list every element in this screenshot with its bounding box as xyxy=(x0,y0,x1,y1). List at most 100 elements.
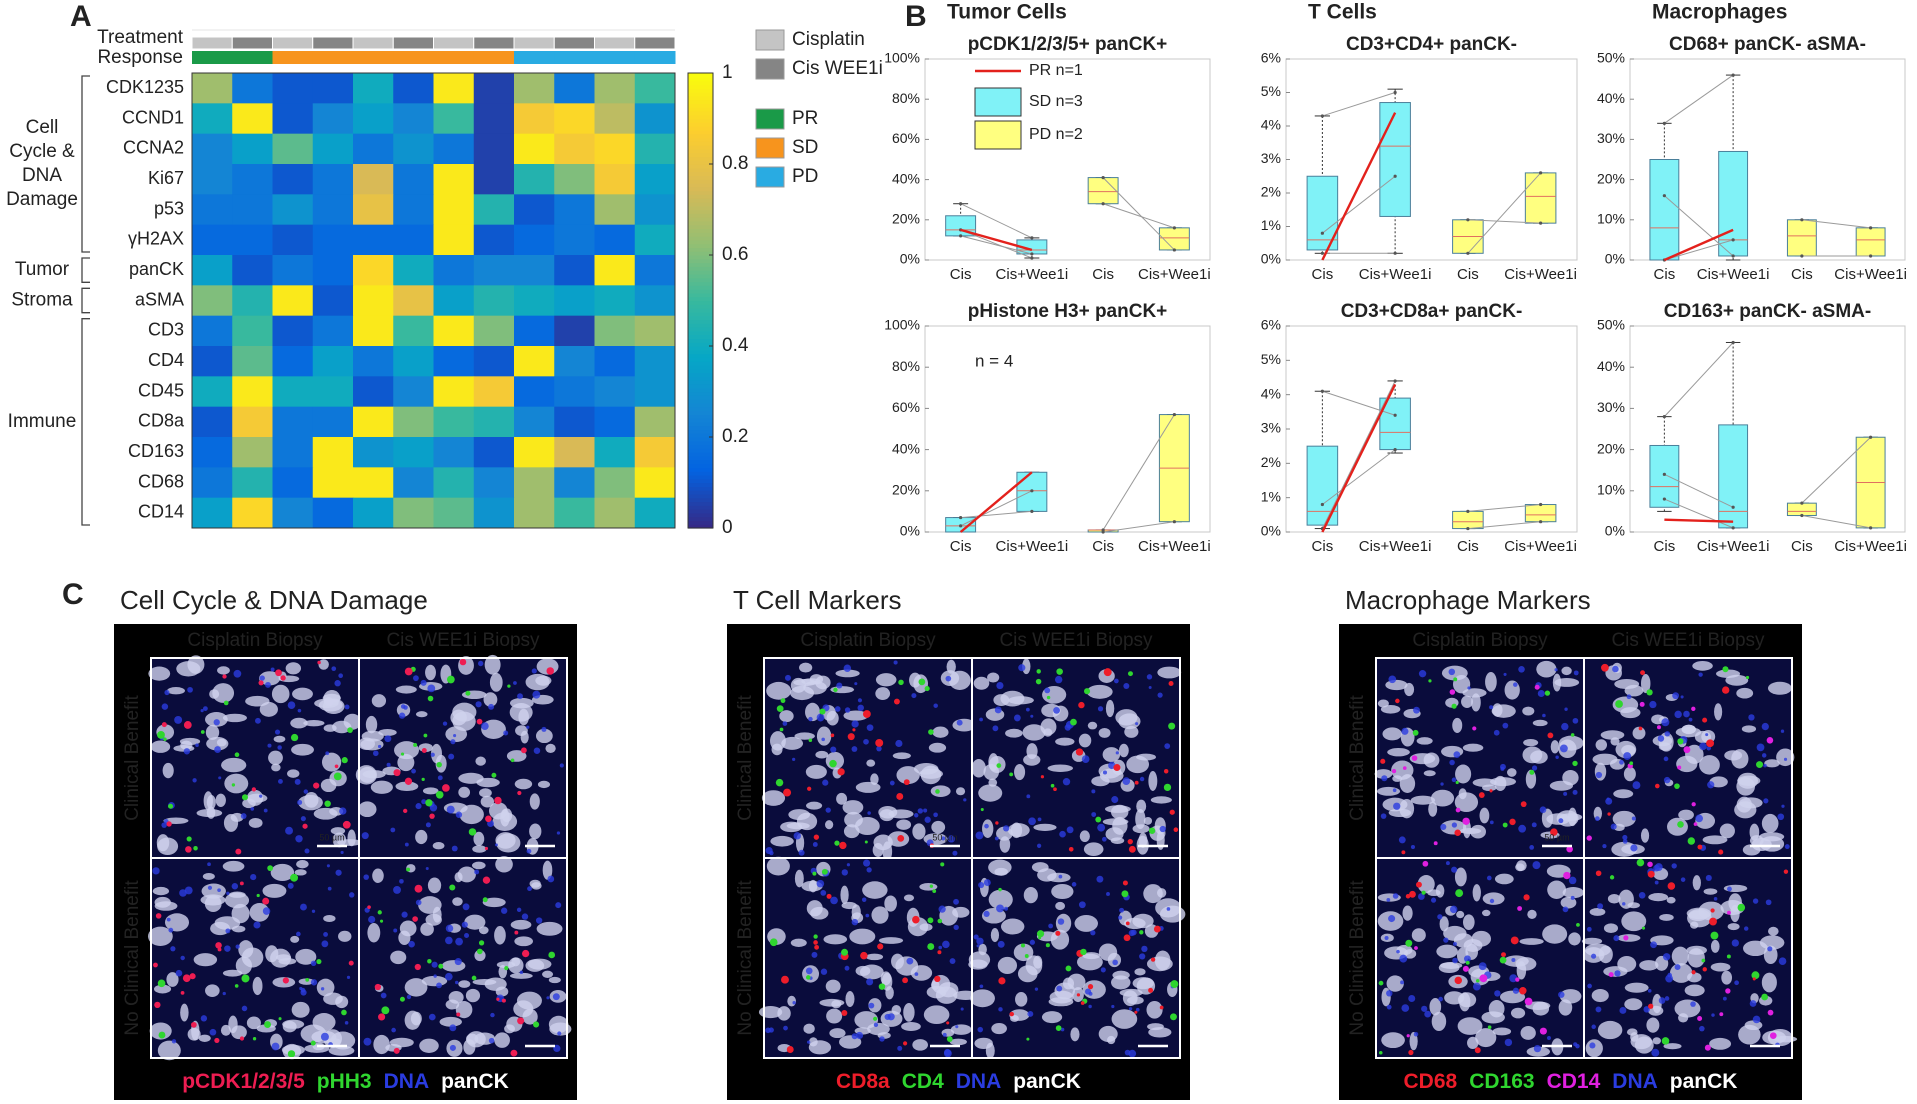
heatmap-cell xyxy=(232,437,273,468)
heatmap-cell xyxy=(393,437,434,468)
stain-legend-item: CD8a xyxy=(836,1070,890,1093)
micrograph-texture xyxy=(1784,844,1790,850)
micrograph-texture xyxy=(1168,722,1176,730)
micrograph-texture xyxy=(275,669,282,677)
heatmap-cell xyxy=(232,285,273,317)
micrograph-texture xyxy=(860,951,868,960)
micrograph-texture xyxy=(1501,952,1506,958)
micrograph-texture xyxy=(1451,822,1458,828)
micrograph-texture xyxy=(776,705,784,712)
heatmap-cell xyxy=(433,133,475,165)
micrograph-texture xyxy=(1139,953,1146,960)
micrograph-texture xyxy=(1699,755,1720,775)
heatmap-frame xyxy=(191,72,676,529)
row-label: Ki67 xyxy=(148,168,184,188)
micrograph-texture xyxy=(1692,661,1713,671)
micrograph-texture xyxy=(1078,901,1086,909)
colorbar-gradient xyxy=(688,440,713,446)
micrograph-texture xyxy=(391,1027,396,1033)
micrograph-texture xyxy=(1086,684,1113,699)
micrograph-texture xyxy=(1387,747,1410,757)
heatmap-cell xyxy=(554,73,595,104)
pair-point xyxy=(1393,379,1397,383)
micrograph-texture xyxy=(1555,755,1559,760)
row-label: CDK1235 xyxy=(106,77,184,97)
micrograph-texture xyxy=(940,862,945,867)
micrograph-texture xyxy=(1759,935,1785,950)
micrograph-texture xyxy=(1624,982,1649,993)
plot-title: CD3+CD8a+ panCK- xyxy=(1341,301,1523,322)
x-tick-label: Cis xyxy=(1092,538,1114,555)
micrograph-texture xyxy=(1744,1020,1763,1031)
micrograph-texture xyxy=(1563,791,1568,796)
micrograph-texture xyxy=(240,813,247,819)
colorbar-gradient xyxy=(688,281,713,286)
micrograph-texture xyxy=(1115,751,1119,755)
pair-line xyxy=(1102,414,1175,531)
pair-point xyxy=(1731,254,1735,258)
micrograph-texture xyxy=(794,732,815,740)
micrograph-texture xyxy=(316,958,322,965)
micrograph-texture xyxy=(390,950,407,965)
micrograph-texture xyxy=(1082,952,1101,960)
micrograph-texture xyxy=(368,915,376,924)
micrograph-texture xyxy=(833,687,838,693)
micrograph-texture xyxy=(820,968,828,975)
heatmap-cell xyxy=(634,315,676,347)
micrograph-texture xyxy=(1457,992,1477,1008)
micrograph-texture xyxy=(798,849,805,856)
pair-point xyxy=(1320,231,1324,235)
micrograph-texture xyxy=(442,721,448,726)
heatmap-cell xyxy=(554,103,595,135)
micrograph-texture xyxy=(982,819,994,839)
y-tick-label: 2% xyxy=(1261,184,1281,200)
y-tick-label: 40% xyxy=(1597,358,1625,374)
micrograph-texture xyxy=(482,897,488,903)
micrograph-texture xyxy=(1725,988,1731,994)
micrograph-texture xyxy=(1566,845,1573,853)
colorbar-tick-label: 0.8 xyxy=(722,153,748,174)
micrograph-texture xyxy=(248,817,263,828)
micrograph-texture xyxy=(865,913,870,918)
micrograph-texture xyxy=(1695,814,1703,823)
pair-line xyxy=(960,490,1033,527)
micrograph-texture xyxy=(1667,817,1688,836)
panel-label: C xyxy=(62,578,84,611)
micrograph-texture xyxy=(1392,788,1397,793)
micrograph-texture xyxy=(1409,1032,1418,1051)
heatmap-cell xyxy=(594,346,636,377)
micrograph-texture xyxy=(866,867,872,873)
response-cell xyxy=(192,51,233,64)
colorbar-gradient xyxy=(688,364,713,370)
micrograph-texture xyxy=(235,956,252,975)
micrograph-texture xyxy=(305,978,310,982)
micrograph-texture xyxy=(302,823,308,829)
row-label: p53 xyxy=(154,198,184,218)
micrograph-texture xyxy=(1114,678,1119,684)
micrograph-texture xyxy=(812,842,818,847)
micrograph-texture xyxy=(147,926,173,946)
micrograph-texture xyxy=(536,921,563,936)
group-bracket xyxy=(81,257,90,283)
micrograph-texture xyxy=(1440,782,1444,786)
micrograph-texture xyxy=(1157,666,1182,679)
micrograph-texture xyxy=(449,884,456,891)
panel-label: B xyxy=(905,0,927,33)
micrograph-texture xyxy=(166,972,179,987)
micrograph-texture xyxy=(781,975,789,984)
micrograph-texture xyxy=(1400,980,1405,985)
micrograph-texture xyxy=(814,944,820,950)
micrograph-texture xyxy=(1412,729,1419,736)
micrograph-texture xyxy=(897,834,905,842)
micrograph-texture xyxy=(973,676,990,690)
micrograph-texture xyxy=(1128,929,1135,937)
y-tick-label: 50% xyxy=(1597,50,1625,66)
micrograph-texture xyxy=(1686,907,1712,920)
heatmap-cell xyxy=(272,406,314,438)
micrograph-texture xyxy=(304,848,310,854)
pair-point xyxy=(1800,513,1804,518)
micrograph-texture xyxy=(863,859,871,867)
micrograph-texture xyxy=(285,826,293,835)
micrograph-texture xyxy=(1691,706,1696,712)
colorbar-gradient xyxy=(688,217,713,222)
